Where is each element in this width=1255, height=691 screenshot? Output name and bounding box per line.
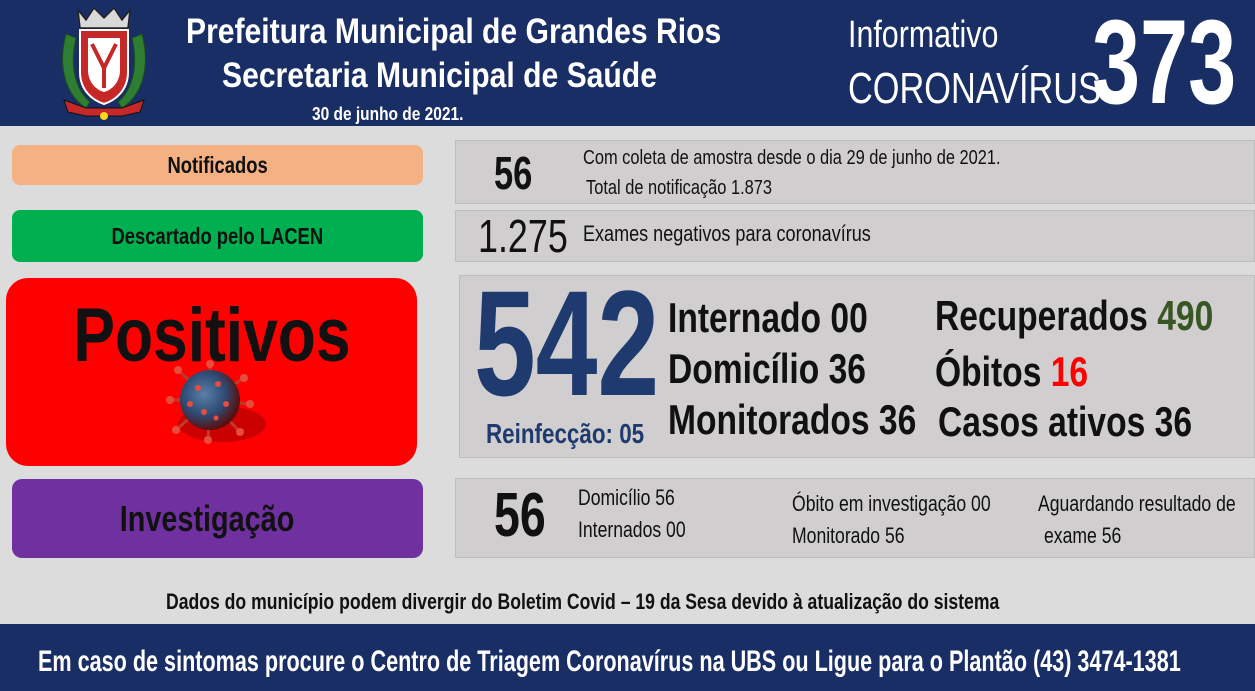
investigacao-aguardando-line1: Aguardando resultado de [1038, 491, 1236, 516]
recuperados-label: Recuperados [935, 292, 1148, 339]
descartado-panel [455, 210, 1255, 262]
internado-label: Internado [668, 294, 822, 341]
casos-ativos-value: 36 [1154, 398, 1193, 445]
domicilio-stat: Domicílio 36 [668, 345, 866, 393]
obitos-stat: Óbitos 16 [935, 348, 1088, 396]
bulletin-date: 30 de junho de 2021. [312, 104, 464, 124]
positivos-panel [459, 275, 1255, 458]
informativo-label: Informativo [848, 14, 999, 56]
notificados-panel [455, 140, 1255, 204]
monitorados-value: 36 [878, 396, 917, 443]
investigacao-aguardando-line2: exame 56 [1044, 523, 1122, 548]
investigacao-badge: Investigação [12, 479, 423, 558]
monitorados-stat: Monitorados 36 [668, 396, 916, 444]
investigacao-count: 56 [494, 481, 546, 550]
bulletin-number: 373 [1092, 0, 1237, 129]
investigacao-monitorado: Monitorado 56 [792, 523, 905, 548]
coronavirus-icon [166, 360, 266, 444]
footer-contact-text: Em caso de sintomas procure o Centro de … [38, 645, 1181, 678]
positivos-count: 542 [474, 259, 660, 427]
coronavirus-label: CORONAVÍRUS [848, 64, 1101, 113]
investigacao-panel [455, 478, 1255, 558]
monitorados-label: Monitorados [668, 396, 870, 443]
internado-value: 00 [830, 294, 868, 341]
reinfeccao-count: Reinfecção: 05 [486, 418, 645, 449]
investigacao-obito: Óbito em investigação 00 [792, 491, 991, 516]
health-department-title: Secretaria Municipal de Saúde [222, 56, 657, 95]
positivos-badge: Positivos [6, 278, 417, 466]
notificados-count: 56 [494, 147, 533, 199]
casos-ativos-stat: Casos ativos 36 [938, 398, 1192, 446]
notificados-badge: Notificados [12, 145, 423, 185]
investigacao-internados: Internados 00 [578, 517, 686, 542]
data-disclaimer: Dados do município podem divergir do Bol… [166, 589, 1000, 614]
obitos-value: 16 [1050, 348, 1089, 395]
notificados-label: Notificados [167, 151, 268, 178]
city-hall-title: Prefeitura Municipal de Grandes Rios [186, 12, 722, 51]
recuperados-stat: Recuperados 490 [935, 292, 1213, 340]
notificados-total: Total de notificação 1.873 [586, 177, 772, 199]
footer-banner [0, 624, 1255, 691]
recuperados-value: 490 [1157, 292, 1214, 339]
investigacao-label: Investigação [120, 497, 295, 539]
coat-of-arms-icon [62, 6, 146, 120]
internado-stat: Internado 00 [668, 294, 868, 342]
header-banner: Prefeitura Municipal de Grandes Rios Sec… [0, 0, 1255, 126]
casos-ativos-label: Casos ativos [938, 398, 1146, 445]
investigacao-domicilio: Domicílio 56 [578, 485, 675, 510]
descartado-description: Exames negativos para coronavírus [583, 221, 871, 246]
descartado-badge: Descartado pelo LACEN [12, 210, 423, 262]
obitos-label: Óbitos [935, 348, 1042, 395]
domicilio-value: 36 [828, 345, 866, 392]
domicilio-label: Domicílio [668, 345, 820, 392]
descartado-count: 1.275 [478, 210, 568, 262]
notificados-collection-note: Com coleta de amostra desde o dia 29 de … [583, 147, 1001, 169]
descartado-label: Descartado pelo LACEN [111, 222, 324, 249]
